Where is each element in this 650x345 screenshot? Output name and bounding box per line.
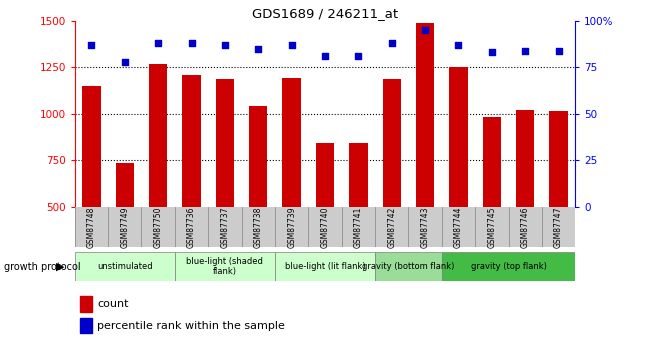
Bar [516, 110, 534, 207]
Bar [549, 111, 567, 207]
Text: GSM87737: GSM87737 [220, 206, 229, 248]
Point [153, 40, 163, 46]
Text: growth protocol: growth protocol [4, 262, 81, 272]
Text: GSM87739: GSM87739 [287, 206, 296, 248]
Text: GSM87745: GSM87745 [488, 206, 497, 248]
Text: GSM87741: GSM87741 [354, 206, 363, 247]
Bar [116, 163, 134, 207]
Text: blue-light (shaded
flank): blue-light (shaded flank) [187, 257, 263, 276]
Bar [316, 143, 334, 207]
Text: GSM87738: GSM87738 [254, 206, 263, 247]
Text: GSM87746: GSM87746 [521, 206, 530, 248]
Point [120, 59, 130, 65]
Bar [216, 79, 234, 207]
Text: blue-light (lit flank): blue-light (lit flank) [285, 262, 365, 271]
Point [253, 46, 263, 51]
Point [220, 42, 230, 48]
Point [420, 27, 430, 33]
Bar [75, 252, 175, 281]
Text: GSM87748: GSM87748 [87, 206, 96, 247]
Bar [283, 78, 301, 207]
Point [187, 40, 197, 46]
Point [387, 40, 397, 46]
Text: GSM87743: GSM87743 [421, 206, 430, 248]
Bar [83, 86, 101, 207]
Bar [442, 252, 575, 281]
Title: GDS1689 / 246211_at: GDS1689 / 246211_at [252, 7, 398, 20]
Bar [149, 65, 167, 207]
Point [487, 50, 497, 55]
Bar [80, 296, 92, 312]
Bar [483, 117, 501, 207]
Text: GSM87744: GSM87744 [454, 206, 463, 248]
Text: gravity (top flank): gravity (top flank) [471, 262, 547, 271]
Text: percentile rank within the sample: percentile rank within the sample [98, 321, 285, 331]
Text: GSM87740: GSM87740 [320, 206, 330, 248]
Text: GSM87736: GSM87736 [187, 206, 196, 248]
Bar [249, 106, 267, 207]
Point [287, 42, 297, 48]
Point [86, 42, 97, 48]
Point [453, 42, 463, 48]
Text: GSM87747: GSM87747 [554, 206, 563, 248]
Text: count: count [98, 299, 129, 309]
Bar [275, 252, 375, 281]
Point [553, 48, 564, 53]
Text: GSM87750: GSM87750 [153, 206, 162, 248]
Text: ▶: ▶ [55, 262, 64, 272]
Bar [349, 143, 367, 207]
Bar [175, 252, 275, 281]
Point [520, 48, 530, 53]
Bar [416, 22, 434, 207]
Point [320, 53, 330, 59]
Text: unstimulated: unstimulated [97, 262, 153, 271]
Bar [183, 75, 201, 207]
Point [353, 53, 363, 59]
Text: GSM87749: GSM87749 [120, 206, 129, 248]
Bar [449, 67, 467, 207]
Bar [80, 318, 92, 333]
Text: gravity (bottom flank): gravity (bottom flank) [362, 262, 454, 271]
Bar [375, 252, 442, 281]
Text: GSM87742: GSM87742 [387, 206, 396, 247]
Bar [383, 79, 401, 207]
